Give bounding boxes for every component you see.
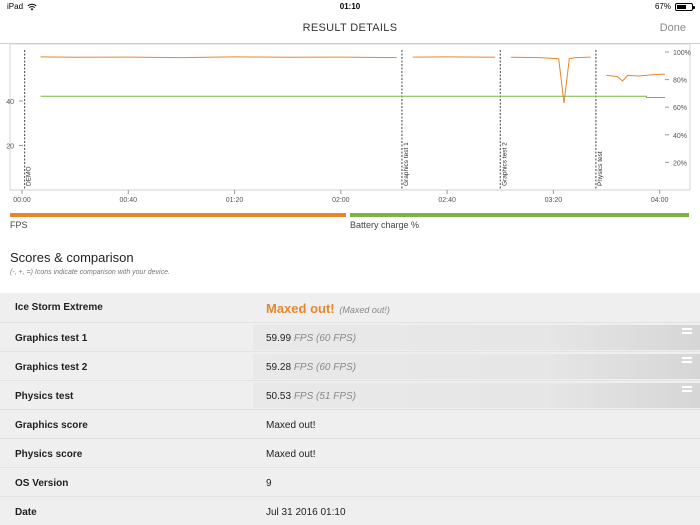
right-axis-tick-label: 100% — [673, 50, 691, 57]
fps-unit: FPS (60 FPS) — [293, 333, 357, 344]
wifi-icon — [27, 3, 37, 10]
scores-note: (-, +, =) Icons indicate comparison with… — [10, 269, 170, 276]
battery-percent: 67% — [654, 2, 671, 11]
fps-line — [606, 73, 665, 82]
comparison-bar — [253, 383, 700, 408]
status-bar: iPad 01:10 67% — [0, 0, 700, 14]
x-axis-tick-label: 00:40 — [120, 197, 138, 204]
battery-line — [40, 95, 665, 98]
table-row: Graphics test 1 59.99 FPS (60 FPS) — [0, 323, 700, 352]
fps-battery-chart: 20 40 20% 40% 60% 80% 100% 00:00 00:40 01:20 02:00… — [6, 44, 691, 230]
row-value: Jul 31 2016 01:10 — [266, 507, 346, 518]
table-row: OS Version 9 — [0, 468, 700, 497]
results-table: Ice Storm Extreme Maxed out! (Maxed out!… — [0, 293, 700, 525]
row-value: Maxed out! — [266, 420, 316, 431]
left-axis-tick-label: 40 — [6, 99, 14, 106]
row-label: Date — [15, 507, 37, 518]
row-label: Graphics score — [15, 420, 88, 431]
row-value: 50.53 FPS (51 FPS) — [266, 391, 356, 402]
x-axis-tick-label: 02:40 — [438, 197, 456, 204]
row-label: Physics score — [15, 449, 83, 460]
row-value: Maxed out! (Maxed out!) — [266, 301, 390, 316]
fps-legend-label: FPS — [10, 220, 28, 230]
x-axis-tick-label: 02:00 — [332, 197, 350, 204]
battery-icon — [675, 2, 695, 11]
status-time: 01:10 — [339, 2, 361, 11]
segment-marker-label: Graphics test 2 — [501, 142, 508, 186]
table-row: Ice Storm Extreme Maxed out! (Maxed out!… — [0, 293, 700, 323]
fps-unit: FPS (51 FPS) — [293, 391, 357, 402]
row-value: Maxed out! — [266, 449, 316, 460]
x-axis-tick-label: 03:20 — [545, 197, 563, 204]
fps-value: 59.28 — [266, 362, 292, 373]
scores-heading: Scores & comparison — [10, 250, 134, 265]
right-axis-tick-label: 40% — [673, 133, 687, 140]
equals-icon[interactable] — [682, 328, 692, 334]
battery-legend-bar — [350, 213, 689, 217]
row-value: 9 — [266, 478, 272, 489]
row-label: OS Version — [15, 478, 69, 489]
segment-marker-label: DEMO — [26, 167, 33, 187]
page-title: RESULT DETAILS — [302, 22, 398, 34]
benchmark-reference: (Maxed out!) — [339, 305, 390, 315]
comparison-bar — [253, 325, 700, 350]
segment-marker-label: Physics test — [597, 151, 604, 186]
fps-unit: FPS (60 FPS) — [293, 362, 357, 373]
row-label: Graphics test 2 — [15, 362, 88, 373]
right-axis-tick-label: 80% — [673, 78, 687, 85]
row-label: Graphics test 1 — [15, 333, 88, 344]
x-axis-tick-label: 00:00 — [13, 197, 31, 204]
table-row: Physics test 50.53 FPS (51 FPS) — [0, 381, 700, 410]
benchmark-score: Maxed out! — [266, 301, 335, 316]
left-axis-tick-label: 20 — [6, 143, 14, 150]
equals-icon[interactable] — [682, 386, 692, 392]
result-chart: 20 40 20% 40% 60% 80% 100% 00:00 00:40 01:20 02:00… — [0, 44, 700, 236]
table-row: Graphics test 2 59.28 FPS (60 FPS) — [0, 352, 700, 381]
right-axis-tick-label: 60% — [673, 105, 687, 112]
x-axis-tick-label: 04:00 — [651, 197, 669, 204]
table-row: Physics score Maxed out! — [0, 439, 700, 468]
battery-legend-label: Battery charge % — [350, 220, 419, 230]
fps-line — [40, 56, 397, 59]
fps-value: 59.99 — [266, 333, 292, 344]
row-label: Physics test — [15, 391, 74, 402]
table-row: Graphics score Maxed out! — [0, 410, 700, 439]
fps-line — [510, 56, 591, 104]
equals-icon[interactable] — [682, 357, 692, 363]
row-value: 59.28 FPS (60 FPS) — [266, 362, 356, 373]
x-axis-tick-label: 01:20 — [226, 197, 244, 204]
nav-bar: RESULT DETAILS Done — [0, 14, 700, 44]
chart-frame — [9, 44, 691, 191]
device-name: iPad — [7, 2, 24, 11]
comparison-bar — [253, 354, 700, 379]
row-label: Ice Storm Extreme — [15, 302, 103, 313]
segment-marker-label: Graphics test 1 — [403, 142, 410, 186]
fps-value: 50.53 — [266, 391, 292, 402]
right-axis-tick-label: 20% — [673, 160, 687, 167]
row-value: 59.99 FPS (60 FPS) — [266, 333, 356, 344]
fps-legend-bar — [10, 213, 346, 217]
done-button[interactable]: Done — [659, 22, 686, 34]
table-row: Date Jul 31 2016 01:10 — [0, 497, 700, 525]
